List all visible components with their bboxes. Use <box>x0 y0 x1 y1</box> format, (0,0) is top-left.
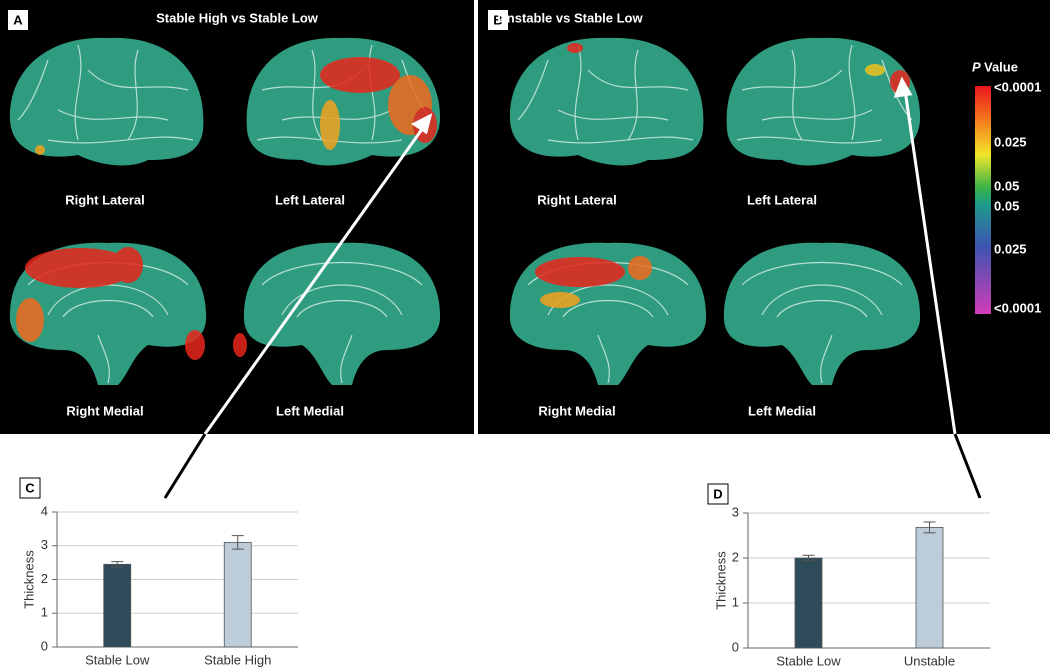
y-axis-label: Thickness <box>713 551 728 610</box>
error-bar <box>231 535 244 550</box>
panel-label-box <box>8 10 28 30</box>
colorbar-labels: <0.0001 0.025 0.05 0.05 0.025 <0.0001 <box>994 79 1041 315</box>
y-tick-label: 3 <box>41 537 48 552</box>
arrows <box>203 76 957 435</box>
panel-title: Stable High vs Stable Low <box>156 10 319 25</box>
y-tick-label: 1 <box>732 594 739 609</box>
x-tick-label: Unstable <box>904 653 955 668</box>
y-tick-label: 2 <box>732 549 739 564</box>
panel-label-box <box>707 483 729 505</box>
bar <box>223 541 252 648</box>
colorbar-title: Value <box>984 59 1018 74</box>
colorbar-label: 0.05 <box>994 178 1019 193</box>
view-label: Right Lateral <box>537 192 616 207</box>
x-tick-label: Stable High <box>204 652 271 667</box>
view-label: Right Medial <box>66 403 143 418</box>
colorbar-label: 0.025 <box>994 134 1027 149</box>
x-tick-label: Stable Low <box>776 653 841 668</box>
view-label: Left Medial <box>748 403 816 418</box>
y-tick-label: 2 <box>41 571 48 586</box>
colorbar-label: <0.0001 <box>994 79 1041 94</box>
brain <box>509 37 705 167</box>
y-tick-label: 0 <box>41 638 48 653</box>
brain <box>725 37 921 167</box>
panel-label: D <box>713 486 722 501</box>
arrow-tails <box>163 433 982 499</box>
panel-label: A <box>13 12 23 27</box>
colorbar-label: 0.05 <box>994 198 1019 213</box>
colorbar-title-italic: P <box>972 59 981 74</box>
view-label: Left Lateral <box>747 192 817 207</box>
x-tick-label: Stable Low <box>85 652 150 667</box>
colorbar-label: <0.0001 <box>994 300 1041 315</box>
panel-title: Unstable vs Stable Low <box>497 10 643 25</box>
y-tick-label: 1 <box>41 605 48 620</box>
bar <box>794 557 823 649</box>
error-bar <box>802 554 815 562</box>
y-tick-label: 4 <box>41 503 48 518</box>
colorbar-label: 0.025 <box>994 241 1027 256</box>
view-label: Left Medial <box>276 403 344 418</box>
panel-label-box <box>488 10 508 30</box>
view-label: Right Lateral <box>65 192 144 207</box>
panel-label: C <box>25 480 35 495</box>
panel-label: B <box>493 12 502 27</box>
y-axis-label: Thickness <box>21 550 36 609</box>
view-label: Left Lateral <box>275 192 345 207</box>
y-tick-label: 0 <box>732 639 739 654</box>
bar <box>915 527 944 649</box>
view-label: Right Medial <box>538 403 615 418</box>
colorbar <box>975 86 991 314</box>
bar <box>103 563 132 648</box>
panel-label-box <box>19 477 41 499</box>
error-bar <box>111 561 124 568</box>
y-tick-label: 3 <box>732 504 739 519</box>
error-bar <box>923 521 936 534</box>
